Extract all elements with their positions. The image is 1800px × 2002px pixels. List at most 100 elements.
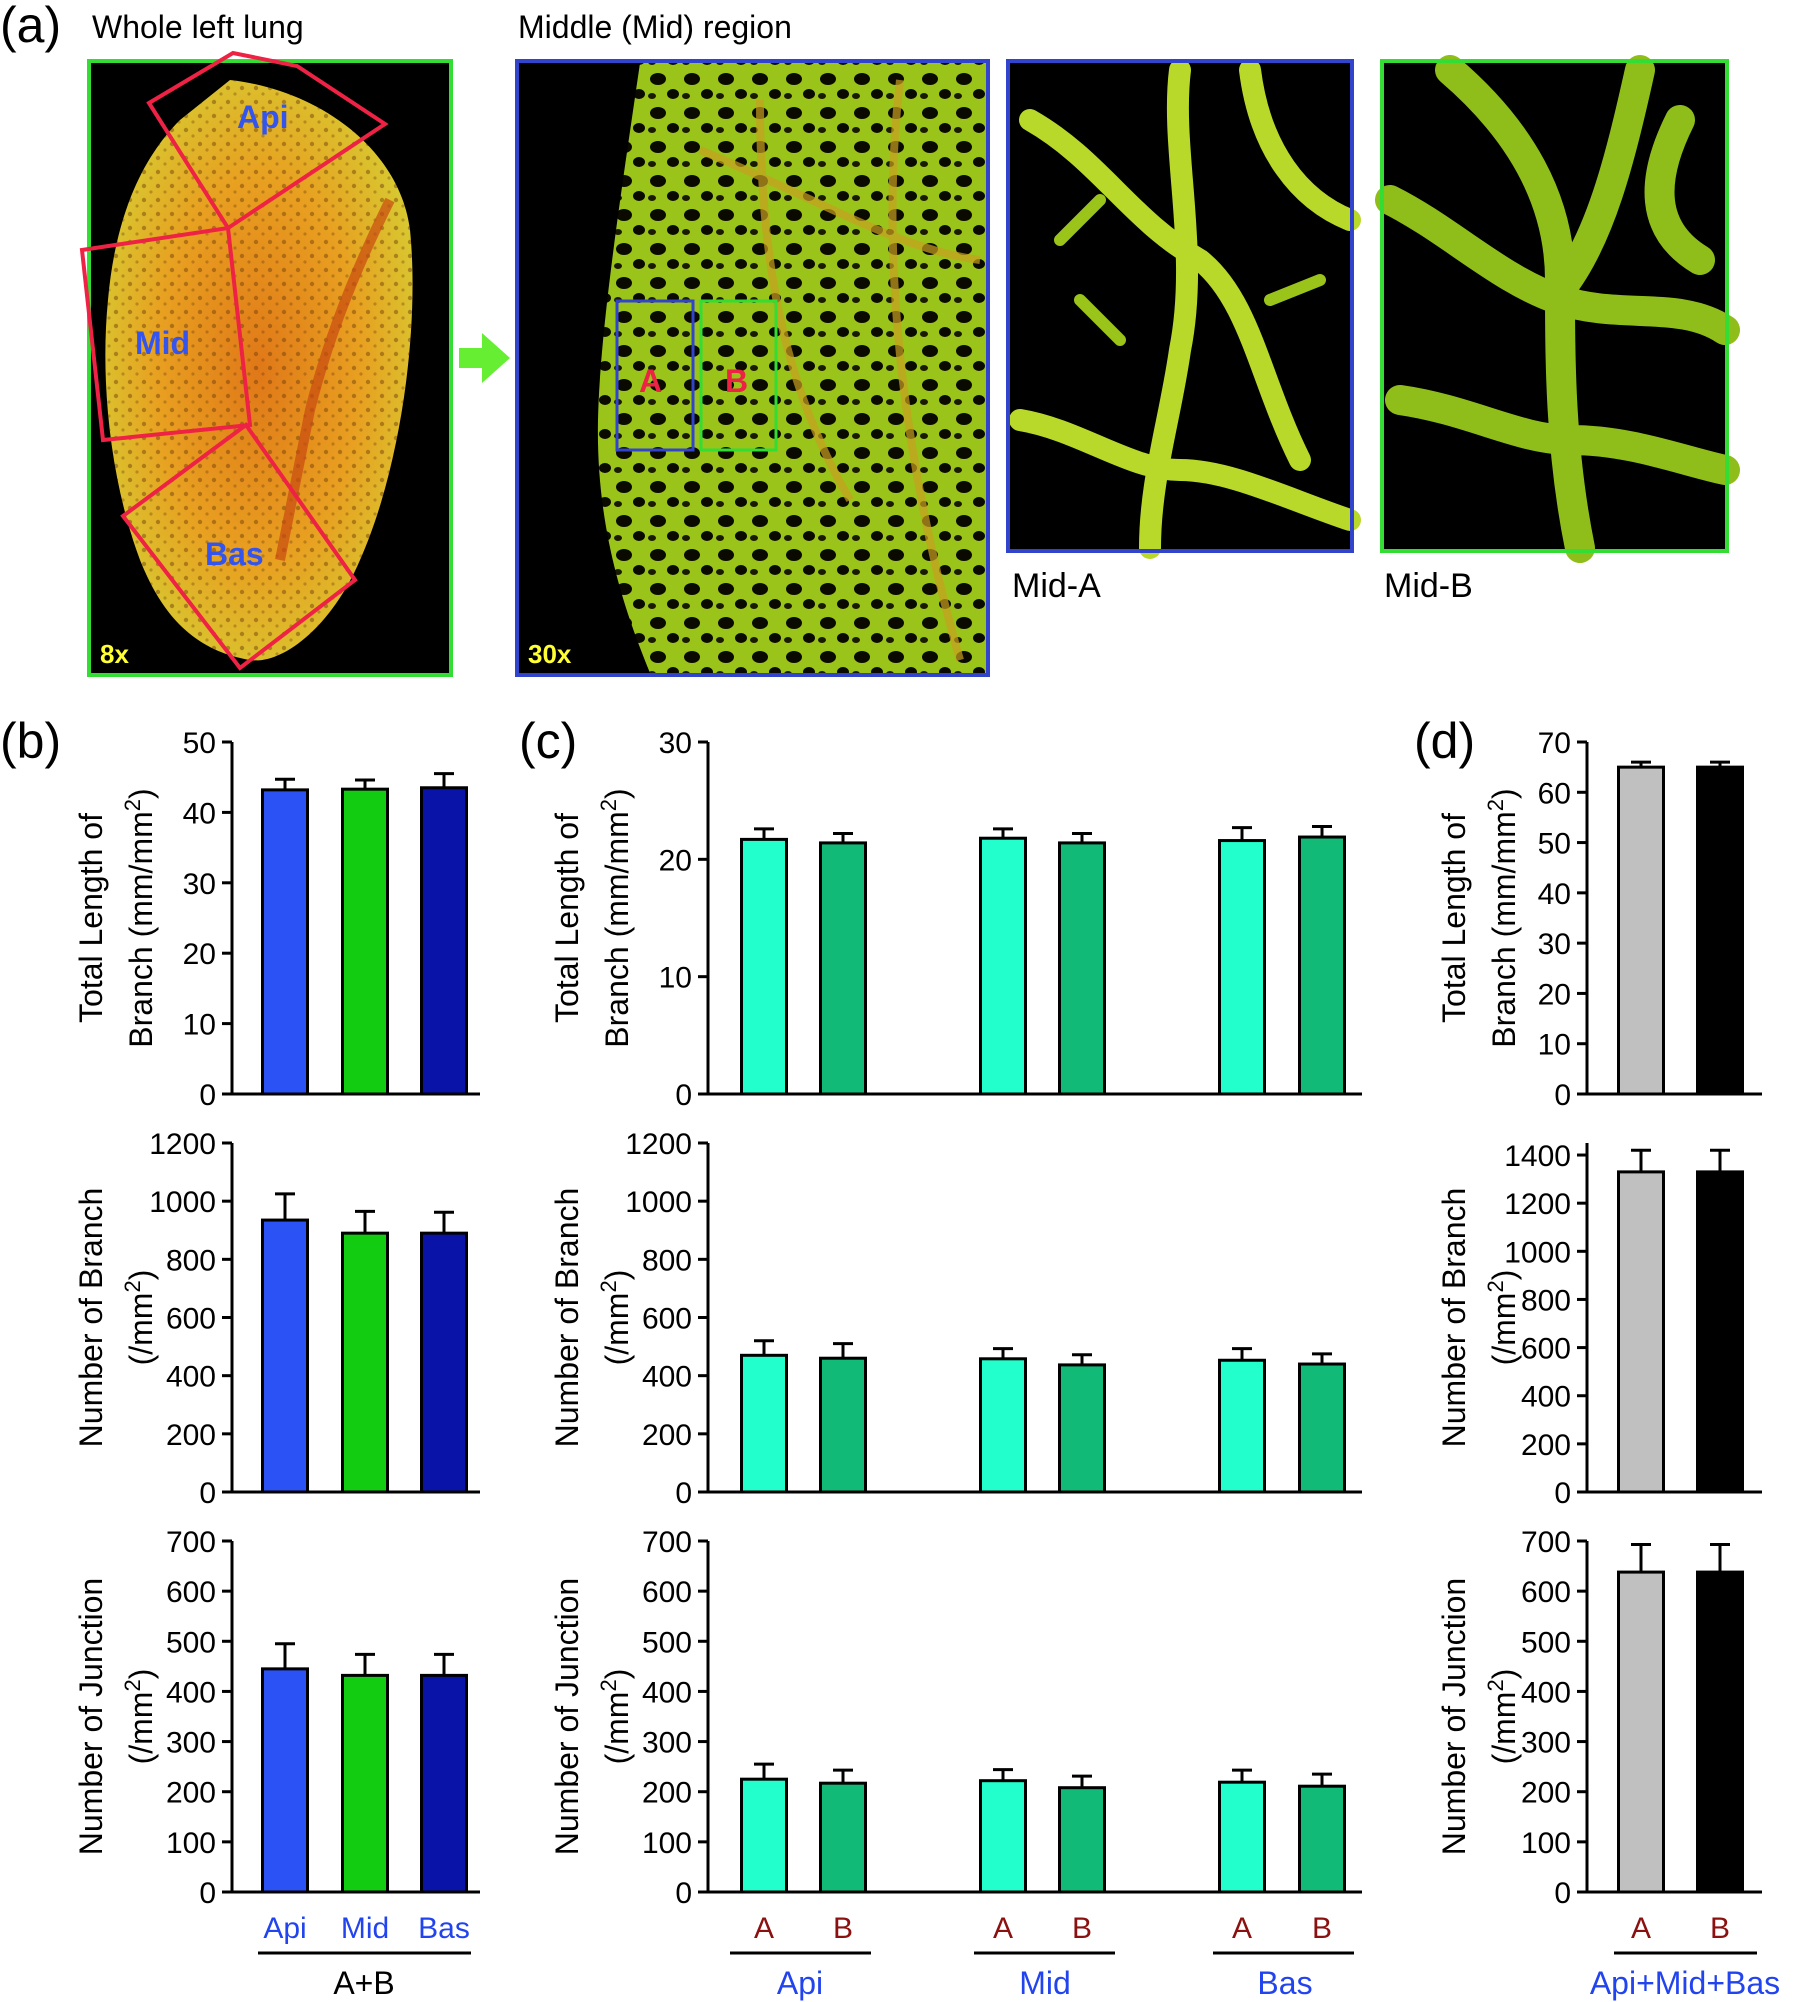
chart-d-length: 0 10 20 30 40 50 60 70 Total Length of Branch (mm… — [1436, 727, 1762, 1112]
y-tick-label: 0 — [199, 1877, 216, 1910]
inset-mid-a-branches — [1009, 59, 1361, 559]
y-axis-label-line1: Number of Branch — [73, 1188, 109, 1448]
y-tick-label: 0 — [1554, 1877, 1571, 1910]
y-tick-label: 400 — [1521, 1381, 1571, 1414]
c-group-mid: Mid — [1019, 1965, 1071, 2001]
y-tick-label: 40 — [1538, 878, 1571, 911]
bar — [261, 1667, 309, 1894]
bar — [1218, 839, 1266, 1096]
y-axis-label-line2: Branch (mm/mm2) — [1483, 788, 1523, 1047]
b-tick-bas: Bas — [418, 1912, 470, 1945]
y-tick-label: 600 — [166, 1303, 216, 1336]
y-tick-label: 100 — [1521, 1827, 1571, 1860]
panel-b-label: (b) — [0, 713, 61, 769]
arrow-shaft — [459, 348, 485, 368]
c-group-bas: Bas — [1257, 1965, 1312, 2001]
y-axis-label-line2: (/mm2) — [596, 1669, 636, 1765]
c-tick-mid-b: B — [1072, 1912, 1092, 1945]
bar — [1218, 1358, 1266, 1494]
green-arrow — [459, 333, 510, 383]
bar — [740, 1353, 788, 1494]
y-tick-label: 60 — [1538, 777, 1571, 810]
y-tick-label: 300 — [642, 1727, 692, 1760]
y-tick-label: 800 — [642, 1244, 692, 1277]
y-axis-label-line1: Total Length of — [549, 813, 585, 1023]
bar — [1617, 1570, 1665, 1894]
bar — [341, 787, 389, 1096]
roi-api — [146, 50, 389, 231]
magnification-30x: 30x — [528, 639, 572, 669]
inset-mid-a-frame — [1006, 59, 1354, 553]
y-axis-label-line1: Number of Junction — [1436, 1578, 1472, 1855]
y-tick-label: 20 — [183, 938, 216, 971]
d-group-label: Api+Mid+Bas — [1590, 1965, 1780, 2001]
y-tick-label: 700 — [166, 1526, 216, 1559]
y-tick-label: 300 — [1521, 1727, 1571, 1760]
y-tick-label: 600 — [642, 1303, 692, 1336]
y-tick-label: 50 — [183, 727, 216, 760]
inset-mid-a-caption: Mid-A — [1012, 567, 1101, 605]
y-tick-label: 20 — [659, 844, 692, 877]
lung-vessel — [275, 197, 395, 561]
y-tick-label: 1000 — [1504, 1236, 1571, 1269]
y-tick-label: 600 — [1521, 1576, 1571, 1609]
y-tick-label: 0 — [675, 1477, 692, 1510]
b-tick-api: Api — [263, 1912, 306, 1945]
y-tick-label: 30 — [1538, 928, 1571, 961]
y-axis-label-line1: Number of Junction — [549, 1578, 585, 1855]
y-tick-label: 10 — [183, 1009, 216, 1042]
bar — [341, 1673, 389, 1894]
bar — [1298, 835, 1346, 1096]
y-tick-label: 400 — [166, 1361, 216, 1394]
mid-region-image: A B 30x — [515, 59, 990, 677]
y-axis-label-line2: (/mm2) — [120, 1270, 160, 1366]
bar — [1696, 1570, 1744, 1894]
d-tick-b: B — [1710, 1912, 1730, 1945]
y-tick-label: 200 — [1521, 1777, 1571, 1810]
y-axis-label-line1: Number of Junction — [73, 1578, 109, 1855]
y-tick-label: 1000 — [149, 1186, 216, 1219]
y-tick-label: 500 — [642, 1626, 692, 1659]
inset-mid-b-frame — [1380, 59, 1729, 553]
y-tick-label: 200 — [166, 1777, 216, 1810]
c-tick-bas-b: B — [1312, 1912, 1332, 1945]
y-tick-label: 0 — [675, 1877, 692, 1910]
bar — [420, 786, 468, 1096]
chart-b-junction: 0 100 200 300 400 500 600 700 Number of Junction… — [73, 1526, 480, 1910]
y-tick-label: 200 — [642, 1419, 692, 1452]
bar — [1058, 1363, 1106, 1494]
bar — [1617, 1170, 1665, 1494]
region-label-mid: Mid — [135, 325, 190, 361]
b-group-label: A+B — [333, 1965, 394, 2001]
y-tick-label: 600 — [166, 1576, 216, 1609]
y-axis-label-line2: (/mm2) — [596, 1270, 636, 1366]
y-tick-label: 1000 — [625, 1186, 692, 1219]
y-tick-label: 20 — [1538, 978, 1571, 1011]
bar — [261, 1218, 309, 1494]
bar — [1696, 765, 1744, 1096]
bar — [420, 1231, 468, 1494]
roi-box-a — [615, 299, 695, 452]
chart-d-number: 0 200 400 600 800 1000 1200 1400 Number of Branc… — [1436, 1140, 1762, 1510]
y-tick-label: 400 — [642, 1361, 692, 1394]
y-tick-label: 400 — [166, 1676, 216, 1709]
y-tick-label: 1200 — [625, 1128, 692, 1161]
y-tick-label: 0 — [199, 1477, 216, 1510]
chart-c-number: 0 200 400 600 800 1000 1200 Number of Branch (/m… — [549, 1128, 1362, 1510]
bar — [341, 1231, 389, 1494]
bar — [979, 836, 1027, 1096]
c-tick-api-b: B — [833, 1912, 853, 1945]
panel-c-label: (c) — [519, 713, 577, 769]
y-tick-label: 200 — [1521, 1429, 1571, 1462]
chart-d-junction: 0 100 200 300 400 500 600 700 Number of Junction… — [1436, 1526, 1762, 1910]
bar — [819, 1781, 867, 1894]
y-tick-label: 300 — [166, 1727, 216, 1760]
panel-a: (a) Whole left lung Middle (Mid) region … — [0, 0, 1740, 677]
bar — [1218, 1780, 1266, 1894]
y-tick-label: 10 — [659, 962, 692, 995]
region-label-api: Api — [237, 99, 289, 135]
bar — [1298, 1784, 1346, 1894]
y-tick-label: 100 — [166, 1827, 216, 1860]
inset-mid-b: Mid-B — [1375, 55, 1740, 605]
y-axis-label-line1: Total Length of — [73, 813, 109, 1023]
